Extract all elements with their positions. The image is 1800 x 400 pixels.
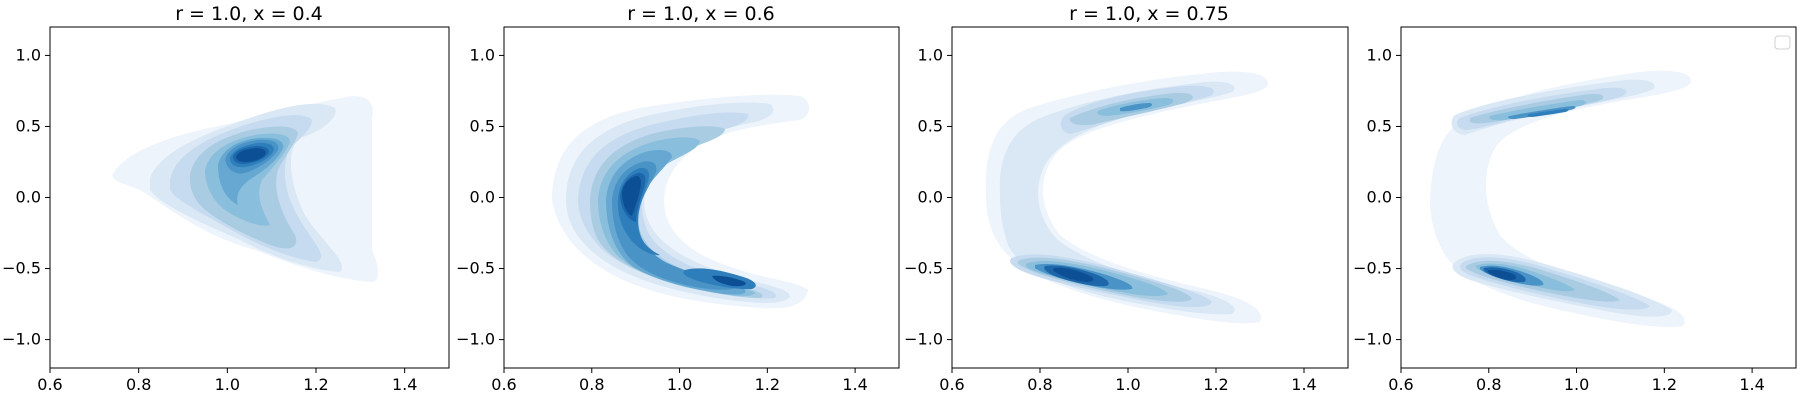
panel-4-legend-box <box>1774 35 1791 50</box>
panel-2-contour-lower-peak <box>712 275 746 287</box>
panel-4-contour-level-10 <box>1487 269 1517 280</box>
panel-3-y-tick-label: −1.0 <box>904 330 943 349</box>
panel-1-x-tick-label: 1.2 <box>303 375 328 394</box>
panel-1-y-tick-label: −1.0 <box>2 330 41 349</box>
panel-1-y-tick-label: −0.5 <box>2 259 41 278</box>
panel-4-y-tick-label: 0.0 <box>1367 188 1392 207</box>
panel-2-x-tick-label: 1.4 <box>842 375 867 394</box>
panel-2-title: r = 1.0, x = 0.6 <box>627 3 775 25</box>
panel-4-contour-level-5 <box>1489 100 1586 121</box>
panel-4-x-tick-label: 1.2 <box>1652 375 1677 394</box>
chart-panel-4: 0.6 0.8 1.0 1.2 1.4 −1.0 −0.5 0.0 0.5 1.0 <box>1353 26 1797 394</box>
panel-1-x-tick-label: 0.6 <box>37 375 62 394</box>
panel-3-x-tick-label: 0.6 <box>939 375 964 394</box>
panel-4-x-axis: 0.6 0.8 1.0 1.2 1.4 <box>1388 368 1765 394</box>
panel-4-x-tick-label: 0.6 <box>1388 375 1413 394</box>
panel-4-y-tick-label: −0.5 <box>1353 259 1392 278</box>
panel-3-x-axis: 0.6 0.8 1.0 1.2 1.4 <box>939 368 1317 394</box>
chart-panel-3: r = 1.0, x = 0.75 0.6 0.8 1.0 1.2 1.4 −1.0 −0… <box>904 3 1349 394</box>
panel-3-y-tick-label: 1.0 <box>918 45 943 64</box>
panel-3-y-axis: −1.0 −0.5 0.0 0.5 1.0 <box>904 45 952 349</box>
panel-2-y-tick-label: 1.0 <box>470 45 495 64</box>
panel-1-y-axis: −1.0 −0.5 0.0 0.5 1.0 <box>2 45 50 349</box>
panel-1-x-tick-label: 0.8 <box>126 375 151 394</box>
panel-2-y-tick-label: 0.5 <box>470 116 495 135</box>
panel-2-x-tick-label: 0.8 <box>579 375 604 394</box>
panel-4-x-tick-label: 1.4 <box>1739 375 1764 394</box>
panel-4-contour-level-7 <box>1527 109 1569 117</box>
panel-1-contour-level-10 <box>236 148 266 162</box>
panel-1-y-tick-label: 1.0 <box>16 45 41 64</box>
panel-3-x-tick-label: 1.2 <box>1203 375 1228 394</box>
panel-2-x-tick-label: 0.6 <box>491 375 516 394</box>
panel-3-x-tick-label: 1.4 <box>1291 375 1316 394</box>
panel-3-y-tick-label: 0.0 <box>918 188 943 207</box>
panel-2-y-axis: −1.0 −0.5 0.0 0.5 1.0 <box>456 45 504 349</box>
panel-4-x-tick-label: 0.8 <box>1476 375 1501 394</box>
panel-1-x-axis: 0.6 0.8 1.0 1.2 1.4 <box>37 368 417 394</box>
panel-3-x-tick-label: 0.8 <box>1027 375 1052 394</box>
panel-2-y-tick-label: −1.0 <box>456 330 495 349</box>
panel-3-title: r = 1.0, x = 0.75 <box>1069 3 1229 25</box>
panel-1-title: r = 1.0, x = 0.4 <box>175 3 323 25</box>
panel-4-y-tick-label: −1.0 <box>1353 330 1392 349</box>
panel-4-density <box>1430 70 1691 328</box>
panel-2-y-tick-label: 0.0 <box>470 188 495 207</box>
panel-3-x-tick-label: 1.0 <box>1115 375 1140 394</box>
panel-2-x-tick-label: 1.0 <box>667 375 692 394</box>
chart-panel-1: r = 1.0, x = 0.4 0.6 0.8 1.0 1.2 1.4 −1.0 −0.… <box>2 3 450 394</box>
panel-3-contour-level-2 <box>999 81 1235 315</box>
panel-2-density <box>552 94 809 309</box>
panel-3-y-tick-label: −0.5 <box>904 259 943 278</box>
panel-2-x-tick-label: 1.2 <box>755 375 780 394</box>
panel-4-y-axis: −1.0 −0.5 0.0 0.5 1.0 <box>1353 45 1401 349</box>
panel-2-x-axis: 0.6 0.8 1.0 1.2 1.4 <box>491 368 868 394</box>
chart-panel-2: r = 1.0, x = 0.6 0.6 0.8 1.0 1.2 1.4 −1.0 −0.… <box>456 3 900 394</box>
panel-1-y-tick-label: 0.0 <box>16 188 41 207</box>
panel-4-y-tick-label: 0.5 <box>1367 116 1392 135</box>
panel-3-contour-level-6 <box>1120 103 1153 112</box>
panel-2-y-tick-label: −0.5 <box>456 259 495 278</box>
panel-1-x-tick-label: 1.4 <box>392 375 417 394</box>
panel-2-contour-level-10 <box>622 176 641 216</box>
panel-3-y-tick-label: 0.5 <box>918 116 943 135</box>
panel-3-contour-level-10 <box>1052 267 1094 282</box>
panel-1-x-tick-label: 1.0 <box>215 375 240 394</box>
panel-3-density <box>985 71 1269 324</box>
panel-1-density <box>112 96 378 282</box>
panel-4-y-tick-label: 1.0 <box>1367 45 1392 64</box>
panel-4-x-tick-label: 1.0 <box>1564 375 1589 394</box>
panel-1-y-tick-label: 0.5 <box>16 116 41 135</box>
